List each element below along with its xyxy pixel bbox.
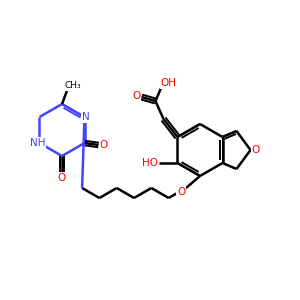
Text: O: O [177,187,185,197]
Text: O: O [251,145,260,155]
Text: N: N [82,112,89,122]
Text: O: O [132,91,141,101]
Text: O: O [99,140,108,150]
Text: OH: OH [160,78,176,88]
Text: O: O [58,173,66,183]
Text: CH₃: CH₃ [65,82,81,91]
Text: NH: NH [30,138,45,148]
Text: HO: HO [142,158,158,168]
